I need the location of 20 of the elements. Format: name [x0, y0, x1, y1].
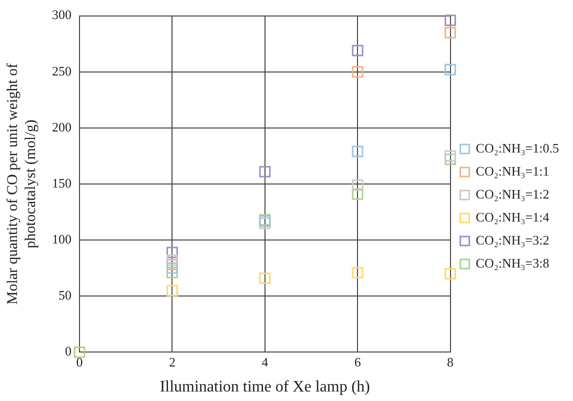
- y-tick-label: 50: [58, 288, 72, 303]
- legend-label: CO₂:NH₃=1:2: [476, 186, 550, 202]
- x-tick-label: 2: [168, 354, 176, 370]
- x-tick-label: 6: [354, 354, 362, 370]
- y-tick-label: 250: [52, 63, 72, 78]
- legend-label: CO₂:NH₃=1:1: [476, 163, 550, 178]
- x-tick-label: 8: [447, 354, 454, 370]
- y-tick-label: 0: [65, 344, 72, 359]
- legend-label: CO₂:NH₃=1:4: [476, 209, 550, 224]
- x-tick-label: 4: [262, 354, 269, 370]
- y-tick-label: 200: [52, 119, 72, 134]
- legend-label: CO₂:NH₃=1:0.5: [476, 140, 560, 156]
- y-axis-title: Molar quantity of CO per unit weight of photocatalyst (mol/g): [4, 63, 39, 305]
- legend-label: CO₂:NH₃=3:8: [476, 255, 550, 270]
- y-tick-label: 150: [52, 175, 72, 190]
- y-tick-label: 300: [52, 7, 72, 22]
- x-axis-title: Illumination time of Xe lamp (h): [160, 378, 370, 396]
- x-tick-label: 0: [76, 354, 83, 370]
- y-tick-label: 100: [52, 231, 72, 246]
- legend-label: CO₂:NH₃=3:2: [476, 232, 550, 248]
